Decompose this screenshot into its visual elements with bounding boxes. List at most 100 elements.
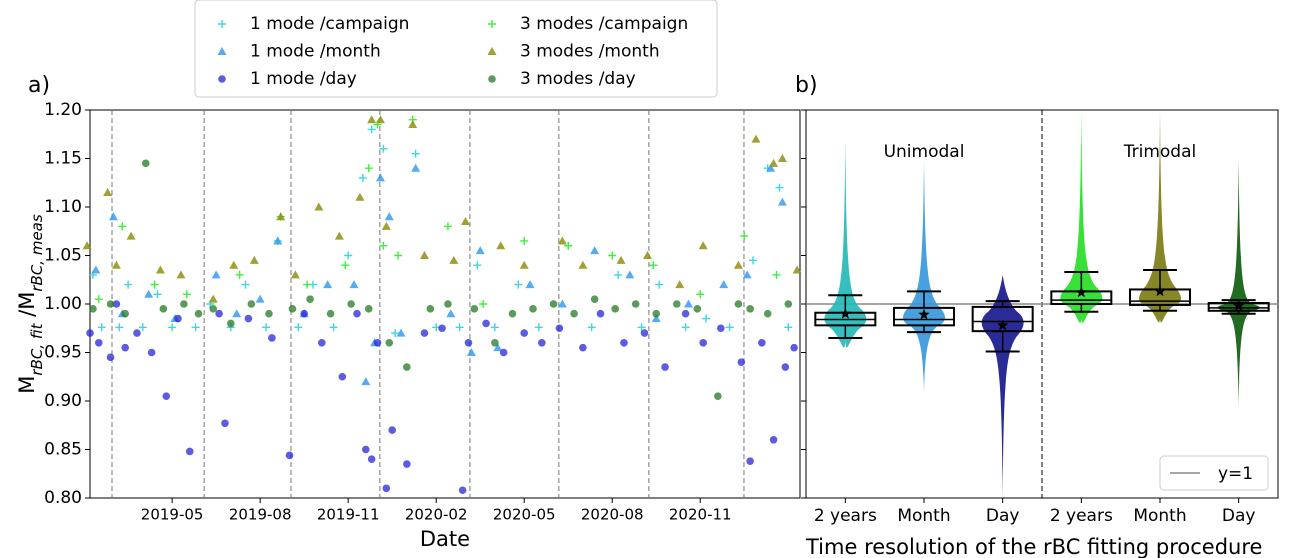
point — [227, 319, 235, 328]
mean-star — [918, 308, 930, 320]
point — [520, 236, 529, 245]
point — [719, 280, 729, 289]
point — [781, 363, 790, 371]
point — [640, 329, 649, 337]
y-axis-label: MrBC, fit /MrBC, meas — [15, 214, 46, 394]
point — [133, 329, 141, 337]
y-tick-label: 1.10 — [44, 197, 82, 217]
point — [209, 305, 218, 313]
point — [698, 241, 708, 250]
point — [273, 236, 283, 245]
point — [373, 339, 382, 347]
panel-label: a) — [28, 73, 50, 98]
point — [106, 300, 115, 308]
y-label-part: M — [15, 376, 39, 394]
point — [265, 309, 273, 318]
point — [681, 323, 690, 332]
point — [426, 305, 435, 313]
legend-label: 3 modes /month — [520, 42, 660, 62]
point — [792, 265, 802, 274]
point — [367, 115, 377, 124]
point — [482, 319, 490, 328]
point — [221, 419, 229, 428]
point — [89, 305, 97, 313]
y-tick-label: 0.90 — [44, 391, 82, 411]
point — [443, 222, 452, 231]
point — [777, 154, 787, 162]
point — [375, 173, 385, 182]
x-tick-label: Day — [986, 506, 1020, 526]
point — [162, 392, 171, 400]
point — [288, 305, 297, 313]
point — [396, 328, 406, 337]
point — [411, 149, 420, 158]
point — [361, 377, 371, 386]
point — [317, 339, 326, 347]
point — [353, 309, 361, 318]
point — [746, 305, 754, 313]
point — [631, 300, 640, 308]
point — [461, 217, 471, 226]
point — [661, 363, 669, 371]
x-tick-label: 2019-08 — [229, 506, 292, 524]
point — [464, 339, 473, 347]
point — [338, 372, 347, 381]
point — [290, 270, 300, 279]
point — [578, 260, 588, 269]
mean-star — [997, 319, 1009, 331]
violin — [981, 274, 1024, 498]
point — [529, 305, 537, 313]
point — [672, 300, 681, 308]
point — [766, 163, 776, 172]
legend-label: 3 modes /day — [520, 69, 636, 89]
point — [364, 164, 373, 173]
point — [103, 187, 113, 196]
point — [734, 300, 743, 308]
legend-marker — [488, 75, 496, 83]
y-tick-label: 1.00 — [44, 294, 82, 314]
point — [229, 260, 239, 269]
point — [714, 392, 722, 400]
point — [596, 309, 605, 318]
violin — [1217, 158, 1260, 406]
point — [614, 270, 623, 279]
point — [147, 348, 156, 357]
point — [176, 270, 186, 279]
point — [403, 363, 411, 371]
point — [194, 309, 203, 318]
point — [86, 329, 94, 337]
point — [141, 159, 150, 168]
point — [144, 289, 154, 298]
point — [249, 255, 259, 264]
point — [652, 309, 661, 318]
box — [971, 305, 1034, 333]
point — [549, 300, 558, 308]
point — [763, 309, 772, 318]
point — [115, 323, 124, 332]
point — [642, 251, 652, 259]
point — [367, 455, 376, 464]
point — [408, 120, 418, 129]
violin — [824, 139, 867, 348]
point — [684, 299, 694, 308]
point — [473, 261, 482, 270]
point — [241, 280, 250, 289]
point — [777, 197, 787, 206]
point — [508, 309, 517, 318]
point — [608, 251, 617, 260]
scatter-points — [82, 115, 802, 495]
legend-label: 3 modes /campaign — [520, 14, 688, 34]
point — [746, 457, 754, 465]
point — [403, 460, 411, 468]
point — [655, 280, 664, 289]
point — [740, 232, 749, 241]
y-tick-label: 0.95 — [44, 343, 82, 363]
point — [155, 265, 165, 274]
point — [458, 486, 467, 495]
point — [208, 294, 218, 303]
mean-star — [1233, 299, 1245, 311]
point — [637, 323, 646, 332]
point — [420, 329, 429, 337]
point — [255, 294, 265, 303]
y-label-sub: rBC, fit — [28, 322, 46, 375]
